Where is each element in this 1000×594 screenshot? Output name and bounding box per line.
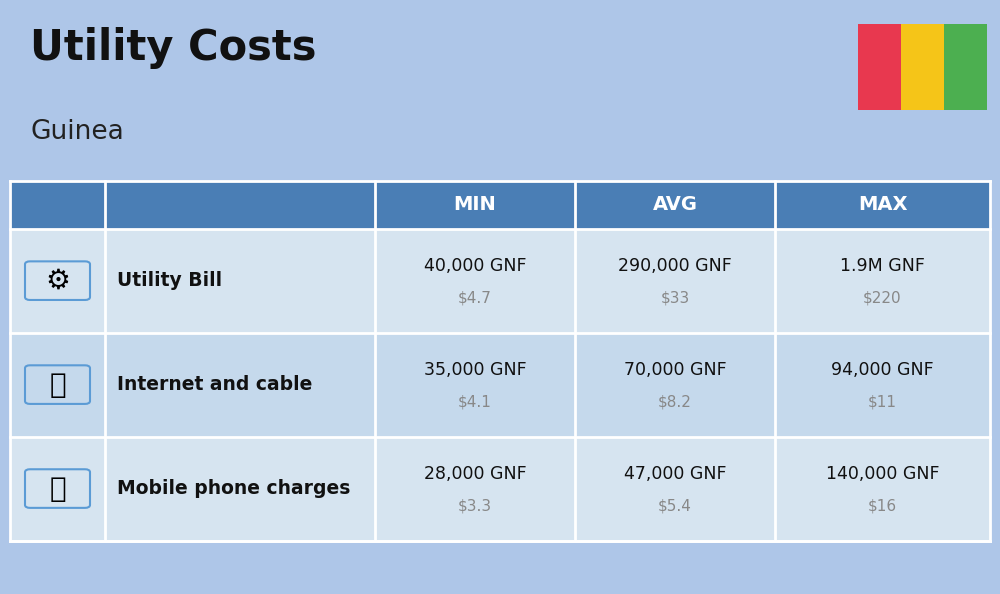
FancyBboxPatch shape [10, 333, 990, 437]
Text: Mobile phone charges: Mobile phone charges [117, 479, 350, 498]
Text: Utility Bill: Utility Bill [117, 271, 222, 290]
Text: 28,000 GNF: 28,000 GNF [424, 465, 526, 483]
Text: MIN: MIN [454, 195, 496, 214]
Text: $3.3: $3.3 [458, 499, 492, 514]
FancyBboxPatch shape [25, 261, 90, 300]
FancyBboxPatch shape [10, 181, 990, 229]
Text: $11: $11 [868, 395, 897, 410]
Text: $16: $16 [868, 499, 897, 514]
Text: 1.9M GNF: 1.9M GNF [840, 257, 925, 275]
FancyBboxPatch shape [25, 469, 90, 508]
Text: $5.4: $5.4 [658, 499, 692, 514]
Text: $4.7: $4.7 [458, 291, 492, 306]
FancyBboxPatch shape [10, 229, 990, 333]
Text: 140,000 GNF: 140,000 GNF [826, 465, 939, 483]
Text: 290,000 GNF: 290,000 GNF [618, 257, 732, 275]
Text: 📶: 📶 [49, 371, 66, 399]
Text: 47,000 GNF: 47,000 GNF [624, 465, 726, 483]
Text: 35,000 GNF: 35,000 GNF [424, 361, 526, 379]
Text: Utility Costs: Utility Costs [30, 27, 316, 69]
Text: $4.1: $4.1 [458, 395, 492, 410]
Text: Guinea: Guinea [30, 119, 124, 145]
Text: ⚙: ⚙ [45, 267, 70, 295]
Text: 70,000 GNF: 70,000 GNF [624, 361, 726, 379]
Text: 40,000 GNF: 40,000 GNF [424, 257, 526, 275]
Text: 94,000 GNF: 94,000 GNF [831, 361, 934, 379]
Text: $8.2: $8.2 [658, 395, 692, 410]
Text: $220: $220 [863, 291, 902, 306]
Text: MAX: MAX [858, 195, 907, 214]
FancyBboxPatch shape [10, 437, 990, 541]
FancyBboxPatch shape [25, 365, 90, 404]
FancyBboxPatch shape [944, 24, 987, 110]
FancyBboxPatch shape [901, 24, 944, 110]
FancyBboxPatch shape [858, 24, 901, 110]
Text: AVG: AVG [652, 195, 698, 214]
Text: $33: $33 [660, 291, 690, 306]
Text: 📱: 📱 [49, 475, 66, 503]
Text: Internet and cable: Internet and cable [117, 375, 312, 394]
